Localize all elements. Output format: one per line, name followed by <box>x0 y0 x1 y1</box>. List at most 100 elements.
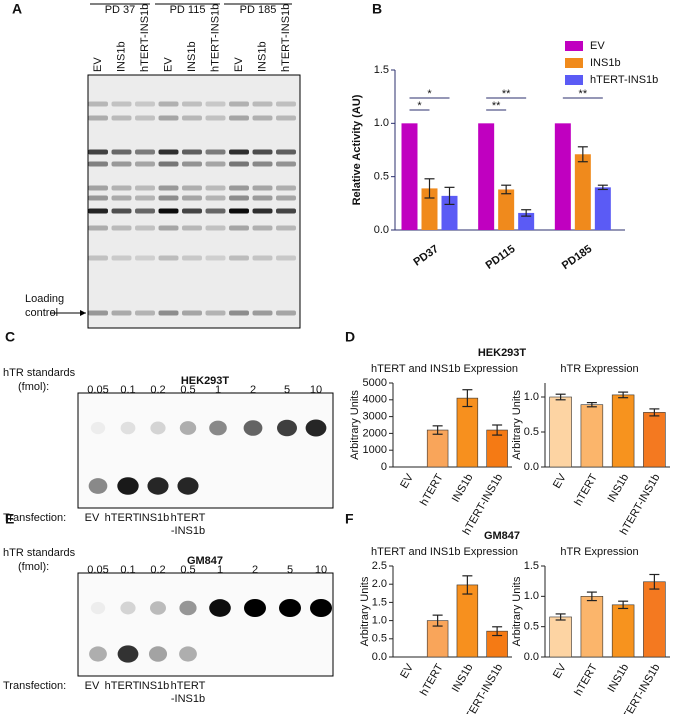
error-bar <box>586 591 597 602</box>
transfection: hTERT <box>171 680 206 692</box>
gel-band <box>229 149 249 155</box>
legend-label: INS1b <box>590 57 621 69</box>
bar <box>554 123 571 230</box>
group-label: PD 185 <box>240 4 277 16</box>
legend-swatch <box>565 41 583 51</box>
dot-blot-e <box>77 572 334 677</box>
loading-label: control <box>25 307 58 319</box>
standard-label: 0.1 <box>120 384 135 396</box>
gel-band <box>182 101 202 107</box>
significance: ** <box>579 88 588 100</box>
lane-label: INS1b <box>115 41 127 72</box>
dot <box>279 599 301 617</box>
transfection: hTERT <box>171 512 206 524</box>
gel-band <box>229 195 249 201</box>
gel-band <box>252 208 273 214</box>
panel-label: C <box>5 329 15 345</box>
x-tick-label: EV <box>398 471 416 490</box>
transfection: -INS1b <box>171 693 205 705</box>
gel-band <box>276 115 296 121</box>
y-tick-label: 0.0 <box>524 651 539 663</box>
error-bar <box>555 393 566 401</box>
gel-band <box>276 149 296 155</box>
legend-swatch <box>565 58 583 68</box>
gel-band <box>205 149 226 155</box>
standard-label: 2 <box>250 384 256 396</box>
y-axis-label: Arbitrary Units <box>359 576 371 646</box>
gel-band <box>276 195 296 201</box>
x-tick-label: PD115 <box>484 243 518 272</box>
error-bar <box>618 391 629 399</box>
gel-image <box>87 74 301 329</box>
dot <box>305 419 327 437</box>
gel-band <box>229 310 249 316</box>
gel-band <box>205 195 226 201</box>
gel-band <box>135 185 155 191</box>
gel-band <box>158 149 179 155</box>
x-tick-label: EV <box>551 471 569 490</box>
gel-band <box>205 255 226 261</box>
gel-band <box>276 161 296 167</box>
x-tick-label: EV <box>398 661 416 680</box>
gel-band <box>229 101 249 107</box>
gel-band <box>229 255 249 261</box>
x-tick-label: hTERT <box>418 472 446 508</box>
lane-label: hTERT-INS1b <box>280 4 292 72</box>
bar <box>643 412 666 468</box>
y-tick-label: 0.0 <box>372 651 387 663</box>
gel-band <box>276 208 296 214</box>
gel-band <box>158 101 179 107</box>
dot <box>179 646 197 662</box>
gel-band <box>111 195 132 201</box>
gel-band <box>111 101 132 107</box>
transfection: hTERT <box>105 680 140 692</box>
gel-band <box>205 185 226 191</box>
significance: ** <box>492 100 501 112</box>
y-tick-label: 2.5 <box>372 560 387 572</box>
gel-band <box>111 310 132 316</box>
x-tick-label: hTERT <box>418 662 446 698</box>
y-axis-label: Arbitrary Units <box>349 390 361 460</box>
chart-title: hTR Expression <box>560 363 638 375</box>
gel-band <box>182 255 202 261</box>
significance: * <box>417 100 422 112</box>
dot <box>90 421 106 435</box>
dot <box>179 421 197 435</box>
dot <box>209 420 227 436</box>
standard-label: 0.05 <box>87 384 108 396</box>
gel-band <box>111 161 132 167</box>
error-bar <box>555 613 566 621</box>
group-label: PD 115 <box>170 4 206 16</box>
gel-band <box>88 101 108 107</box>
x-tick-label: INS1b <box>606 662 632 694</box>
transfection: hTERT <box>105 512 140 524</box>
error-bar <box>618 600 629 610</box>
gel-band <box>252 310 273 316</box>
x-tick-label: INS1b <box>450 472 476 504</box>
standard-label: 0.05 <box>87 564 108 576</box>
y-tick-label: 0.0 <box>374 224 389 236</box>
gel-band <box>88 161 108 167</box>
gel-band <box>158 161 179 167</box>
y-tick-label: 2.0 <box>372 578 387 590</box>
dot <box>147 477 169 495</box>
gel-band <box>205 115 226 121</box>
dot <box>88 478 108 494</box>
gel-band <box>252 225 273 231</box>
gel-band <box>205 225 226 231</box>
gel-band <box>158 310 179 316</box>
gel-band <box>182 149 202 155</box>
standard-label: 10 <box>315 564 327 576</box>
y-tick-label: 1000 <box>363 444 387 456</box>
standard-label: 0.1 <box>120 564 135 576</box>
panel-label: E <box>5 511 14 527</box>
gel-band <box>158 225 179 231</box>
dot <box>277 419 297 437</box>
lane-label: hTERT-INS1b <box>209 4 221 72</box>
gel-band <box>135 225 155 231</box>
x-tick-label: hTERT <box>572 662 600 698</box>
y-axis-label: Relative Activity (AU) <box>351 94 363 205</box>
gel-band <box>252 185 273 191</box>
bar <box>498 189 515 230</box>
